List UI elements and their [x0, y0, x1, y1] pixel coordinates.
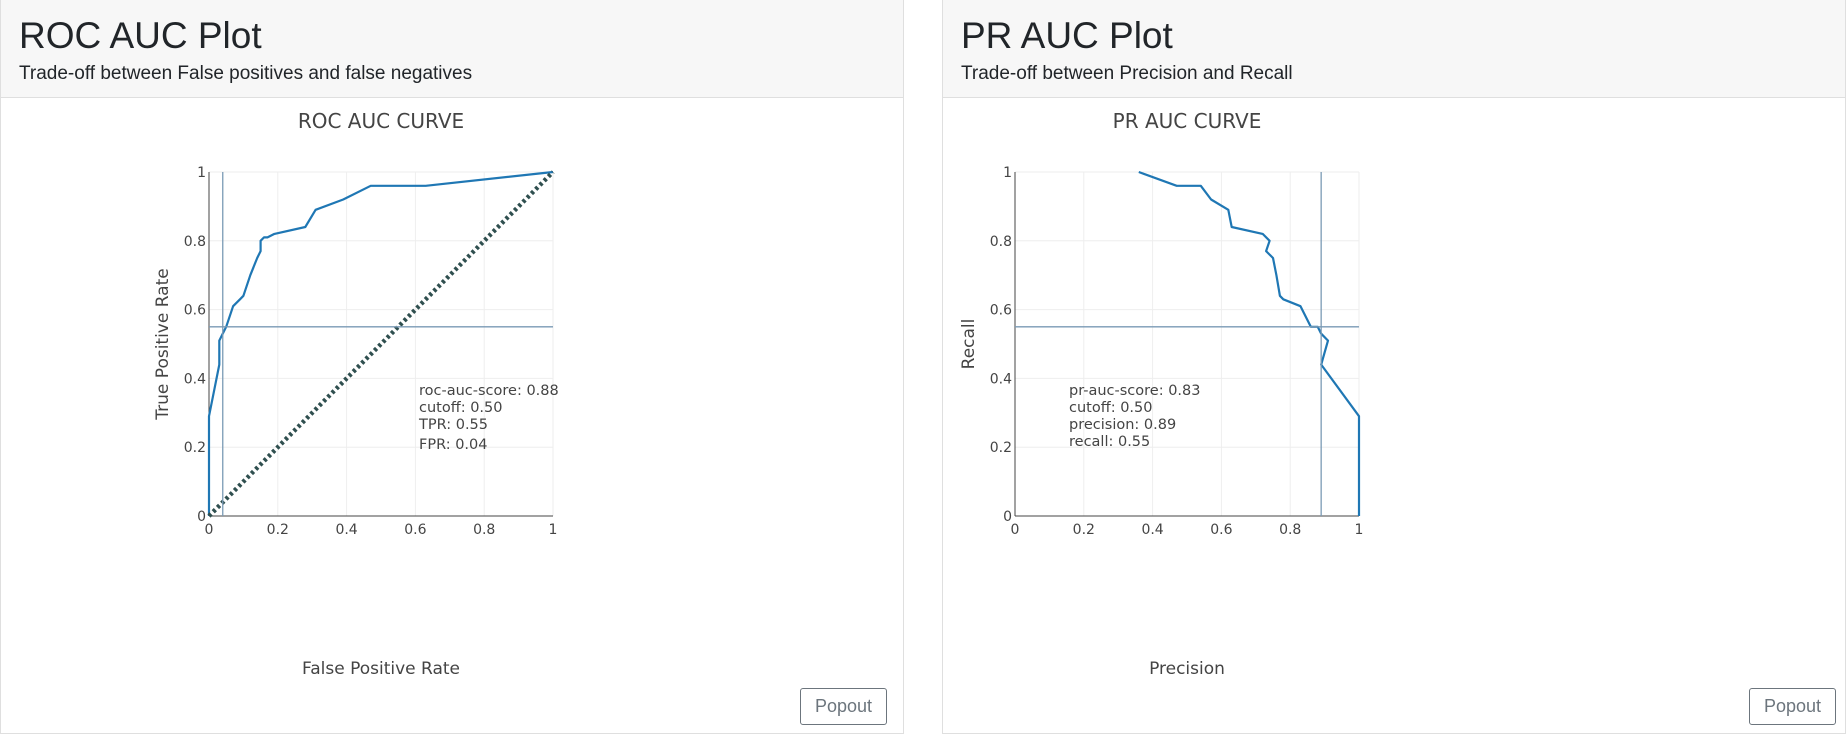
annotation-text: cutoff: 0.50	[419, 400, 503, 416]
diagonal-reference-line	[207, 170, 555, 518]
annotation-text: roc-auc-score: 0.88	[419, 383, 559, 399]
x-tick-label: 0.8	[1279, 522, 1301, 538]
x-tick-label: 0.8	[473, 522, 495, 538]
annotation-text: recall: 0.55	[1069, 434, 1150, 450]
x-tick-label: 1	[549, 522, 558, 538]
y-tick-label: 0.8	[184, 234, 206, 250]
annotation-text: TPR: 0.55	[418, 417, 488, 433]
annotation-text: precision: 0.89	[1069, 417, 1176, 433]
y-tick-label: 0.4	[990, 371, 1012, 387]
y-tick-label: 0	[197, 509, 206, 525]
annotation-text: cutoff: 0.50	[1069, 400, 1153, 416]
pr-card-header: PR AUC Plot Trade-off between Precision …	[943, 0, 1845, 98]
roc-card: ROC AUC Plot Trade-off between False pos…	[0, 0, 904, 734]
x-tick-label: 0.2	[267, 522, 289, 538]
y-tick-label: 1	[197, 165, 206, 181]
x-tick-label: 0.2	[1073, 522, 1095, 538]
y-tick-label: 0.6	[990, 303, 1012, 319]
y-axis-label: Recall	[959, 319, 979, 370]
y-tick-label: 0	[1003, 509, 1012, 525]
x-axis-label: False Positive Rate	[302, 659, 460, 678]
pr-auc-plot[interactable]: PR AUC CURVE 0 0.2 0.4 0.6 0.8 1 0 0.2 0.4 0.6 0.8 1…	[943, 98, 1843, 678]
annotation-text: FPR: 0.04	[419, 437, 488, 453]
y-tick-label: 0.2	[990, 440, 1012, 456]
x-tick-label: 0.4	[1141, 522, 1163, 538]
pr-card-subtitle: Trade-off between Precision and Recall	[961, 63, 1293, 84]
x-axis-label: Precision	[1149, 659, 1225, 678]
chart-title: PR AUC CURVE	[1113, 109, 1262, 133]
x-tick-label: 1	[1355, 522, 1364, 538]
roc-card-header: ROC AUC Plot Trade-off between False pos…	[1, 0, 903, 98]
curve-series-line	[1138, 170, 1361, 516]
roc-card-subtitle: Trade-off between False positives and fa…	[19, 63, 473, 84]
y-tick-label: 0.8	[990, 234, 1012, 250]
y-tick-label: 0.6	[184, 303, 206, 319]
y-axis-label: True Positive Rate	[153, 268, 173, 420]
chart-title: ROC AUC CURVE	[298, 109, 464, 133]
pr-card: PR AUC Plot Trade-off between Precision …	[942, 0, 1846, 734]
roc-auc-plot[interactable]: ROC AUC CURVE 0 0.2 0.4 0.6 0.8 1 0 0.2 0.4 0.6 0.8…	[1, 98, 901, 678]
pr-card-title: PR AUC Plot	[961, 15, 1173, 56]
x-tick-label: 0.4	[335, 522, 357, 538]
y-tick-label: 0.2	[184, 440, 206, 456]
x-tick-label: 0	[205, 522, 214, 538]
x-tick-label: 0.6	[1210, 522, 1232, 538]
x-tick-label: 0	[1011, 522, 1020, 538]
curve-series-line	[207, 170, 554, 516]
roc-popout-button[interactable]: Popout	[800, 688, 888, 725]
x-tick-label: 0.6	[404, 522, 426, 538]
y-tick-label: 1	[1003, 165, 1012, 181]
annotation-text: pr-auc-score: 0.83	[1069, 383, 1201, 399]
roc-card-title: ROC AUC Plot	[19, 15, 262, 56]
pr-popout-button[interactable]: Popout	[1749, 688, 1837, 725]
y-tick-label: 0.4	[184, 371, 206, 387]
